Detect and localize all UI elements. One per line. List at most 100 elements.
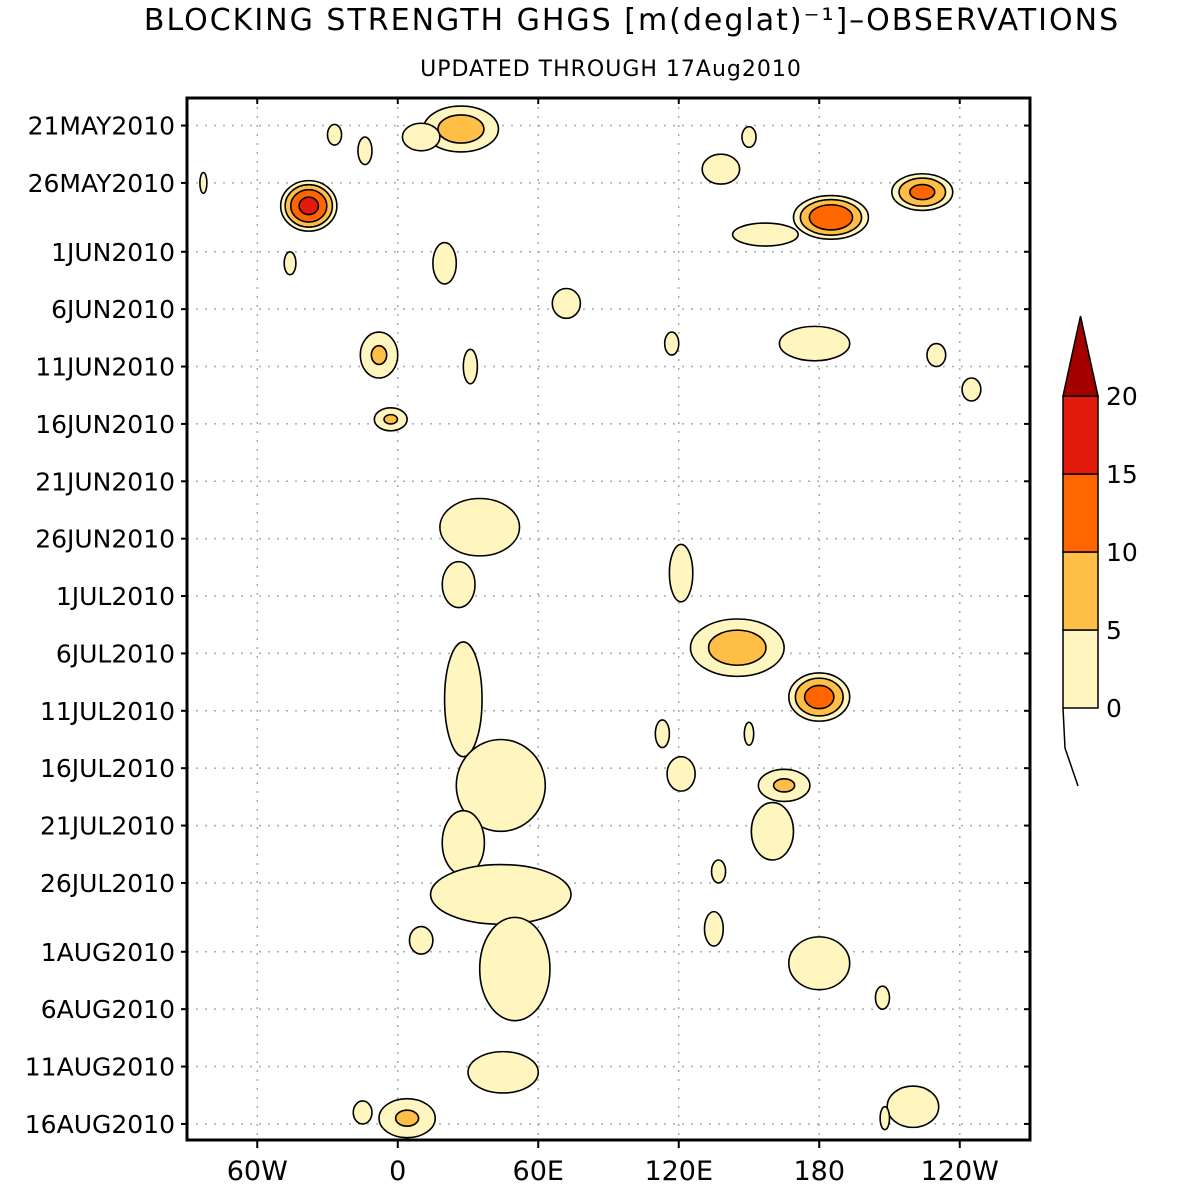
contour-level-0: [743, 721, 755, 747]
blocking-region: [455, 738, 547, 833]
blocking-region: [551, 287, 582, 320]
y-tick-label: 6JUN2010: [51, 295, 175, 324]
blocking-region: [373, 407, 408, 432]
y-tick-label: 21JUL2010: [40, 812, 175, 841]
contour-level-0: [283, 250, 297, 276]
contour-level-0: [551, 287, 582, 320]
y-tick-label: 6JUL2010: [56, 639, 175, 668]
blocking-region: [668, 543, 694, 603]
contour-level-0: [443, 641, 483, 758]
contour-level-0: [961, 377, 982, 402]
blocking-region: [788, 672, 851, 722]
contour-regions: [199, 105, 982, 1139]
blocking-region: [443, 641, 483, 758]
contour-level-5: [383, 413, 399, 425]
contour-level-0: [439, 497, 521, 557]
blocking-region: [879, 1105, 891, 1131]
contour-level-0: [401, 122, 441, 152]
contour-level-0: [663, 331, 680, 356]
blocking-region: [478, 916, 551, 1022]
contour-level-0: [352, 1100, 373, 1125]
y-tick-label: 16AUG2010: [25, 1110, 175, 1139]
contour-level-10: [803, 684, 835, 710]
contour-level-0: [886, 1085, 940, 1129]
blocking-region: [743, 721, 755, 747]
blocking-region: [874, 985, 891, 1010]
y-tick-label: 6AUG2010: [41, 995, 175, 1024]
y-tick-label: 1JUL2010: [56, 582, 175, 611]
blocking-region: [359, 331, 399, 379]
colorbar-swatch: [1062, 395, 1099, 475]
colorbar-swatch: [1062, 473, 1099, 553]
blocking-region: [710, 859, 727, 884]
blocking-region: [422, 105, 500, 153]
contour-level-0: [654, 719, 671, 749]
blocking-region: [689, 618, 785, 678]
blocking-region: [279, 179, 338, 232]
contour-level-5: [437, 114, 485, 144]
contour-level-0: [701, 153, 741, 185]
contour-level-0: [441, 560, 476, 609]
contour-level-0: [408, 925, 434, 955]
blocking-region: [788, 936, 851, 991]
y-tick-label: 26JUN2010: [35, 525, 175, 554]
contour-level-0: [731, 222, 799, 247]
blocking-region: [703, 910, 725, 947]
contour-level-0: [467, 1050, 540, 1094]
x-tick-label: 180: [793, 1156, 845, 1187]
contour-level-15: [298, 196, 320, 216]
blocking-region: [926, 342, 947, 368]
blocking-region: [886, 1085, 940, 1129]
blocking-region: [778, 325, 851, 362]
contour-level-0: [703, 910, 725, 947]
contour-level-5: [394, 1109, 420, 1127]
y-tick-label: 21JUN2010: [35, 467, 175, 496]
y-tick-label: 16JUN2010: [35, 410, 175, 439]
contour-level-0: [462, 348, 479, 385]
blocking-region: [441, 560, 476, 609]
y-tick-label: 1JUN2010: [51, 238, 175, 267]
contour-level-5: [707, 629, 767, 667]
colorbar-label: 20: [1106, 382, 1138, 411]
y-tick-label: 11JUL2010: [40, 697, 175, 726]
contour-level-0: [432, 241, 458, 285]
blocking-region: [401, 122, 441, 152]
blocking-region: [429, 863, 572, 926]
blocking-region: [462, 348, 479, 385]
contour-level-0: [926, 342, 947, 368]
gridlines: [187, 98, 1030, 1140]
blocking-region: [792, 194, 870, 240]
blocking-region: [757, 768, 811, 803]
y-tick-label: 11AUG2010: [25, 1053, 175, 1082]
contour-level-0: [199, 171, 208, 195]
colorbar-under-tick: [1062, 707, 1079, 787]
blocking-region: [357, 136, 373, 166]
blocking-region: [467, 1050, 540, 1094]
plot-area: 21MAY2010 26MAY2010 1JUN2010 6JUN2010 11JUN2…: [25, 96, 1032, 1187]
y-tick-label: 11JUN2010: [35, 353, 175, 382]
contour-level-0: [478, 916, 551, 1022]
x-tick-label: 120E: [644, 1156, 713, 1187]
y-tick-label: 1AUG2010: [41, 938, 175, 967]
x-tick-label: 60E: [513, 1156, 564, 1187]
colorbar: 0 5 10 15 20: [1062, 315, 1138, 787]
blocking-region: [441, 809, 486, 876]
blocking-region: [378, 1097, 437, 1139]
contour-level-5: [370, 344, 388, 366]
contour-level-5: [772, 778, 796, 793]
blocking-region: [701, 153, 741, 185]
blocking-region: [654, 719, 671, 749]
y-tick-label: 26MAY2010: [28, 169, 175, 198]
blocking-region: [891, 172, 954, 212]
blocking-region: [326, 123, 343, 146]
contour-level-0: [778, 325, 851, 362]
blocking-region: [750, 801, 795, 861]
blocking-region: [666, 755, 696, 792]
colorbar-label: 10: [1106, 538, 1138, 567]
colorbar-label: 0: [1106, 694, 1122, 723]
contour-level-0: [668, 543, 694, 603]
y-axis: 21MAY2010 26MAY2010 1JUN2010 6JUN2010 11JUN2…: [25, 112, 1030, 1139]
y-tick-label: 26JUL2010: [40, 869, 175, 898]
x-tick-label: 0: [389, 1156, 406, 1187]
